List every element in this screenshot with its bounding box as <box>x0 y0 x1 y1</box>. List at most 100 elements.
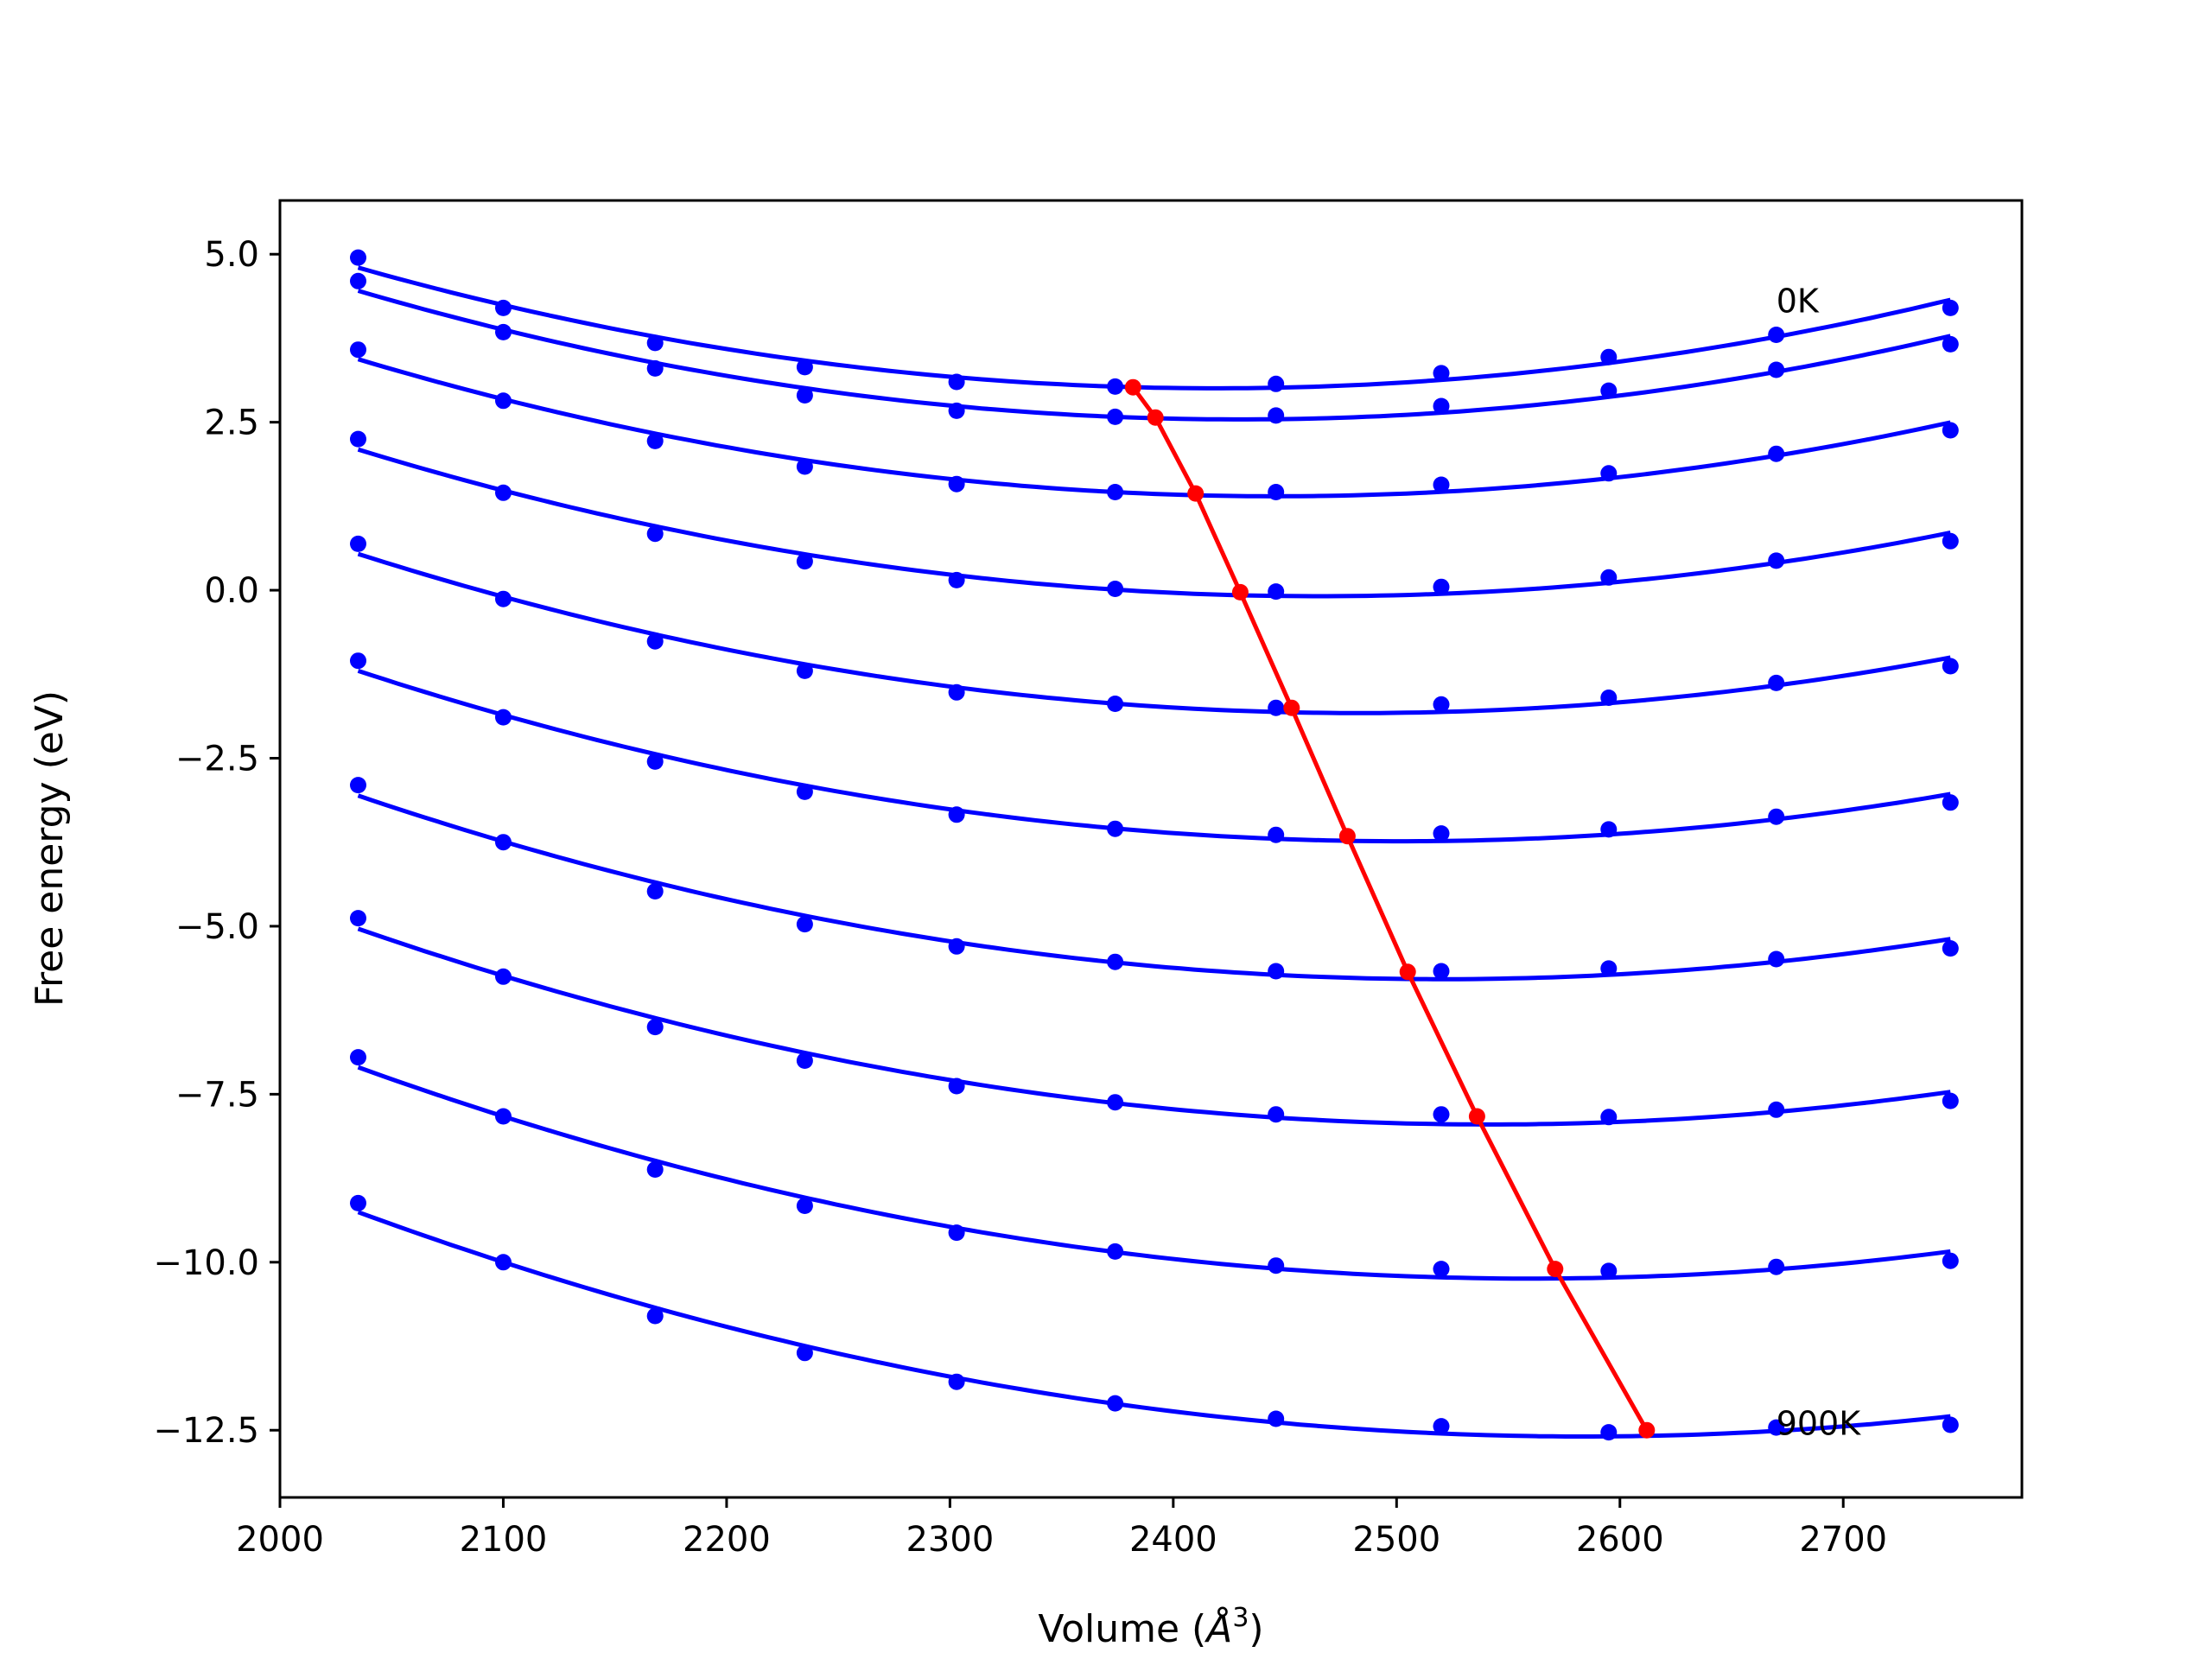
data-point <box>1942 1416 1959 1433</box>
data-point <box>796 458 813 475</box>
data-point <box>1942 794 1959 811</box>
series-line <box>357 669 1951 844</box>
data-point <box>495 1108 512 1125</box>
data-point <box>646 432 664 449</box>
data-point <box>1942 1252 1959 1269</box>
data-point <box>948 1077 965 1095</box>
data-point <box>1600 821 1618 838</box>
x-axis-ticks: 2000 2100 2200 2300 2400 2500 2600 2700 <box>236 1497 1887 1560</box>
minima-point <box>1187 485 1205 502</box>
minima-line-group <box>1124 378 1656 1439</box>
minima-point <box>1231 583 1249 601</box>
data-point <box>350 910 366 927</box>
data-point <box>948 571 965 588</box>
data-point <box>1768 1419 1785 1436</box>
data-point <box>1942 335 1959 353</box>
minima-point <box>1399 963 1416 981</box>
data-point <box>646 1161 664 1178</box>
data-point <box>1268 407 1285 424</box>
data-point <box>350 652 366 670</box>
data-point <box>1768 1101 1785 1118</box>
y-tick-label: 2.5 <box>204 404 259 443</box>
minima-point <box>1124 378 1141 396</box>
data-point <box>1942 299 1959 316</box>
minima-point <box>1547 1261 1564 1278</box>
data-point <box>1433 1261 1450 1278</box>
plot-frame <box>278 199 2024 1499</box>
data-point <box>1768 552 1785 569</box>
data-point <box>495 484 512 501</box>
data-point <box>646 525 664 543</box>
data-point <box>350 430 366 448</box>
minima-point <box>1283 699 1300 716</box>
x-tick-label: 2100 <box>460 1520 548 1560</box>
data-point <box>948 938 965 955</box>
data-point <box>495 1254 512 1271</box>
y-axis-ticks: 5.0 2.5 0.0 −2.5 −5.0 −7.5 −10.0 −12.5 <box>153 235 280 1451</box>
data-point <box>1107 1395 1124 1412</box>
x-tick-label: 2600 <box>1576 1520 1664 1560</box>
data-point <box>350 1194 366 1211</box>
data-point <box>1433 1106 1450 1123</box>
data-point <box>1768 327 1785 343</box>
data-point <box>1268 699 1285 716</box>
data-point <box>796 783 813 800</box>
data-point <box>1433 397 1450 415</box>
data-point <box>1768 1258 1785 1275</box>
data-point <box>1107 1094 1124 1111</box>
series-line <box>357 1210 1951 1439</box>
data-point <box>495 834 512 851</box>
data-point <box>350 272 366 289</box>
y-tick-label: 0.0 <box>204 571 259 611</box>
data-point <box>646 359 664 377</box>
data-point <box>1268 1106 1285 1123</box>
series-line <box>357 265 1951 391</box>
data-point <box>796 387 813 404</box>
annotation-label: 0K <box>1777 283 1820 321</box>
data-point <box>1600 1424 1618 1441</box>
data-point <box>948 475 965 493</box>
data-point <box>1942 532 1959 550</box>
data-point <box>1268 375 1285 392</box>
minima-point <box>1468 1108 1485 1125</box>
series-line <box>357 551 1951 715</box>
series-line <box>357 1065 1951 1281</box>
data-point <box>948 806 965 823</box>
data-point <box>1600 465 1618 482</box>
y-tick-label: −5.0 <box>175 907 259 947</box>
data-point <box>1942 422 1959 439</box>
data-point <box>495 392 512 410</box>
data-point <box>1768 808 1785 825</box>
x-tick-label: 2000 <box>236 1520 324 1560</box>
data-point <box>646 334 664 352</box>
x-tick-label: 2700 <box>1799 1520 1887 1560</box>
data-point <box>1600 1262 1618 1280</box>
x-axis-label: Volume (Å3) <box>1038 1603 1263 1651</box>
y-tick-label: −2.5 <box>175 740 259 779</box>
minima-line <box>1131 385 1649 1432</box>
series-line <box>357 357 1951 499</box>
data-point <box>948 402 965 419</box>
annotations: 0K 900K <box>1777 283 1862 1443</box>
data-point <box>1942 658 1959 675</box>
x-tick-label: 2300 <box>906 1520 994 1560</box>
x-tick-label: 2400 <box>1129 1520 1217 1560</box>
data-point <box>1600 1109 1618 1126</box>
data-point <box>1107 408 1124 425</box>
data-point <box>796 359 813 376</box>
data-point <box>1768 361 1785 378</box>
series-line <box>357 447 1951 599</box>
data-point <box>1433 825 1450 842</box>
data-point <box>350 341 366 359</box>
data-point <box>1268 484 1285 500</box>
data-point <box>495 323 512 340</box>
minima-point <box>1638 1421 1656 1439</box>
data-point <box>1433 1418 1450 1435</box>
annotation-label: 900K <box>1777 1405 1862 1443</box>
minima-point <box>1338 828 1356 845</box>
data-point <box>1768 950 1785 968</box>
y-tick-label: −10.0 <box>153 1243 259 1283</box>
data-point <box>1107 953 1124 970</box>
data-point <box>350 249 366 266</box>
